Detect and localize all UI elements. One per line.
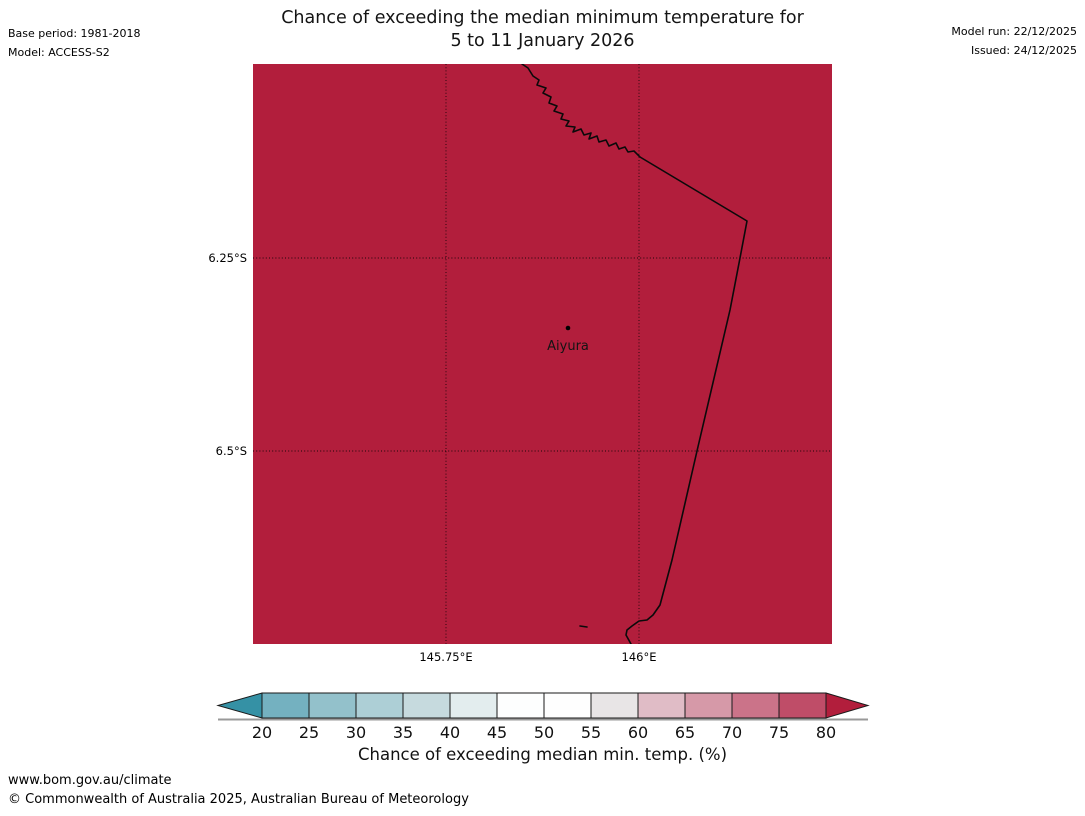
title-line-1: Chance of exceeding the median minimum t… (281, 8, 804, 28)
model-info: Base period: 1981-2018 Model: ACCESS-S2 (8, 24, 140, 62)
colorbar-segment (355, 692, 404, 719)
colorbar-segment (590, 692, 639, 719)
colorbar-label: Chance of exceeding median min. temp. (%… (357, 745, 728, 764)
colorbar-tick: 75 (769, 723, 789, 742)
colorbar-segment (637, 692, 686, 719)
footer-copyright: © Commonwealth of Australia 2025, Austra… (8, 792, 469, 807)
lon-tick-146e: 146°E (621, 650, 657, 664)
colorbar-tick: 55 (581, 723, 601, 742)
colorbar-over-arrow (825, 692, 870, 719)
colorbar-tick: 60 (628, 723, 648, 742)
colorbar-tick: 50 (534, 723, 554, 742)
colorbar-segment (778, 692, 827, 719)
colorbar-segment (543, 692, 592, 719)
colorbar-tick: 30 (346, 723, 366, 742)
colorbar-segment (684, 692, 733, 719)
title-line-2: 5 to 11 January 2026 (450, 31, 635, 51)
lat-tick-6-5s: 6.5°S (215, 444, 247, 458)
issued-text: Issued: 24/12/2025 (970, 44, 1077, 57)
model-text: Model: ACCESS-S2 (8, 46, 110, 59)
colorbar-tick: 40 (440, 723, 460, 742)
run-info: Model run: 22/12/2025 Issued: 24/12/2025 (951, 22, 1077, 60)
coastline-fragment (579, 625, 588, 628)
map-plot: Aiyura (253, 64, 832, 644)
colorbar-tick: 80 (816, 723, 836, 742)
colorbar-segment (496, 692, 545, 719)
region-border-path (521, 64, 748, 644)
colorbar-tick: 70 (722, 723, 742, 742)
colorbar-segment (402, 692, 451, 719)
colorbar-tick: 45 (487, 723, 507, 742)
colorbar-segment (731, 692, 780, 719)
colorbar-tick: 25 (299, 723, 319, 742)
location-label: Aiyura (547, 339, 589, 354)
colorbar-tick: 35 (393, 723, 413, 742)
base-period-text: Base period: 1981-2018 (8, 27, 141, 40)
colorbar-under-arrow (216, 692, 263, 719)
footer-url: www.bom.gov.au/climate (8, 773, 172, 788)
page-title: Chance of exceeding the median minimum t… (0, 7, 1085, 53)
colorbar-svg: 20 25 30 35 40 45 50 55 60 65 70 75 80 (216, 692, 870, 742)
lon-tick-145-75e: 145.75°E (419, 650, 473, 664)
map-svg: Aiyura (253, 64, 832, 644)
colorbar-segment (261, 692, 310, 719)
colorbar-tick: 20 (252, 723, 272, 742)
location-marker-dot (565, 325, 571, 331)
colorbar-segment (308, 692, 357, 719)
map-fill (253, 64, 832, 644)
colorbar-tick: 65 (675, 723, 695, 742)
lat-tick-6-25s: 6.25°S (208, 251, 247, 265)
colorbar-segment (449, 692, 498, 719)
model-run-text: Model run: 22/12/2025 (951, 25, 1077, 38)
